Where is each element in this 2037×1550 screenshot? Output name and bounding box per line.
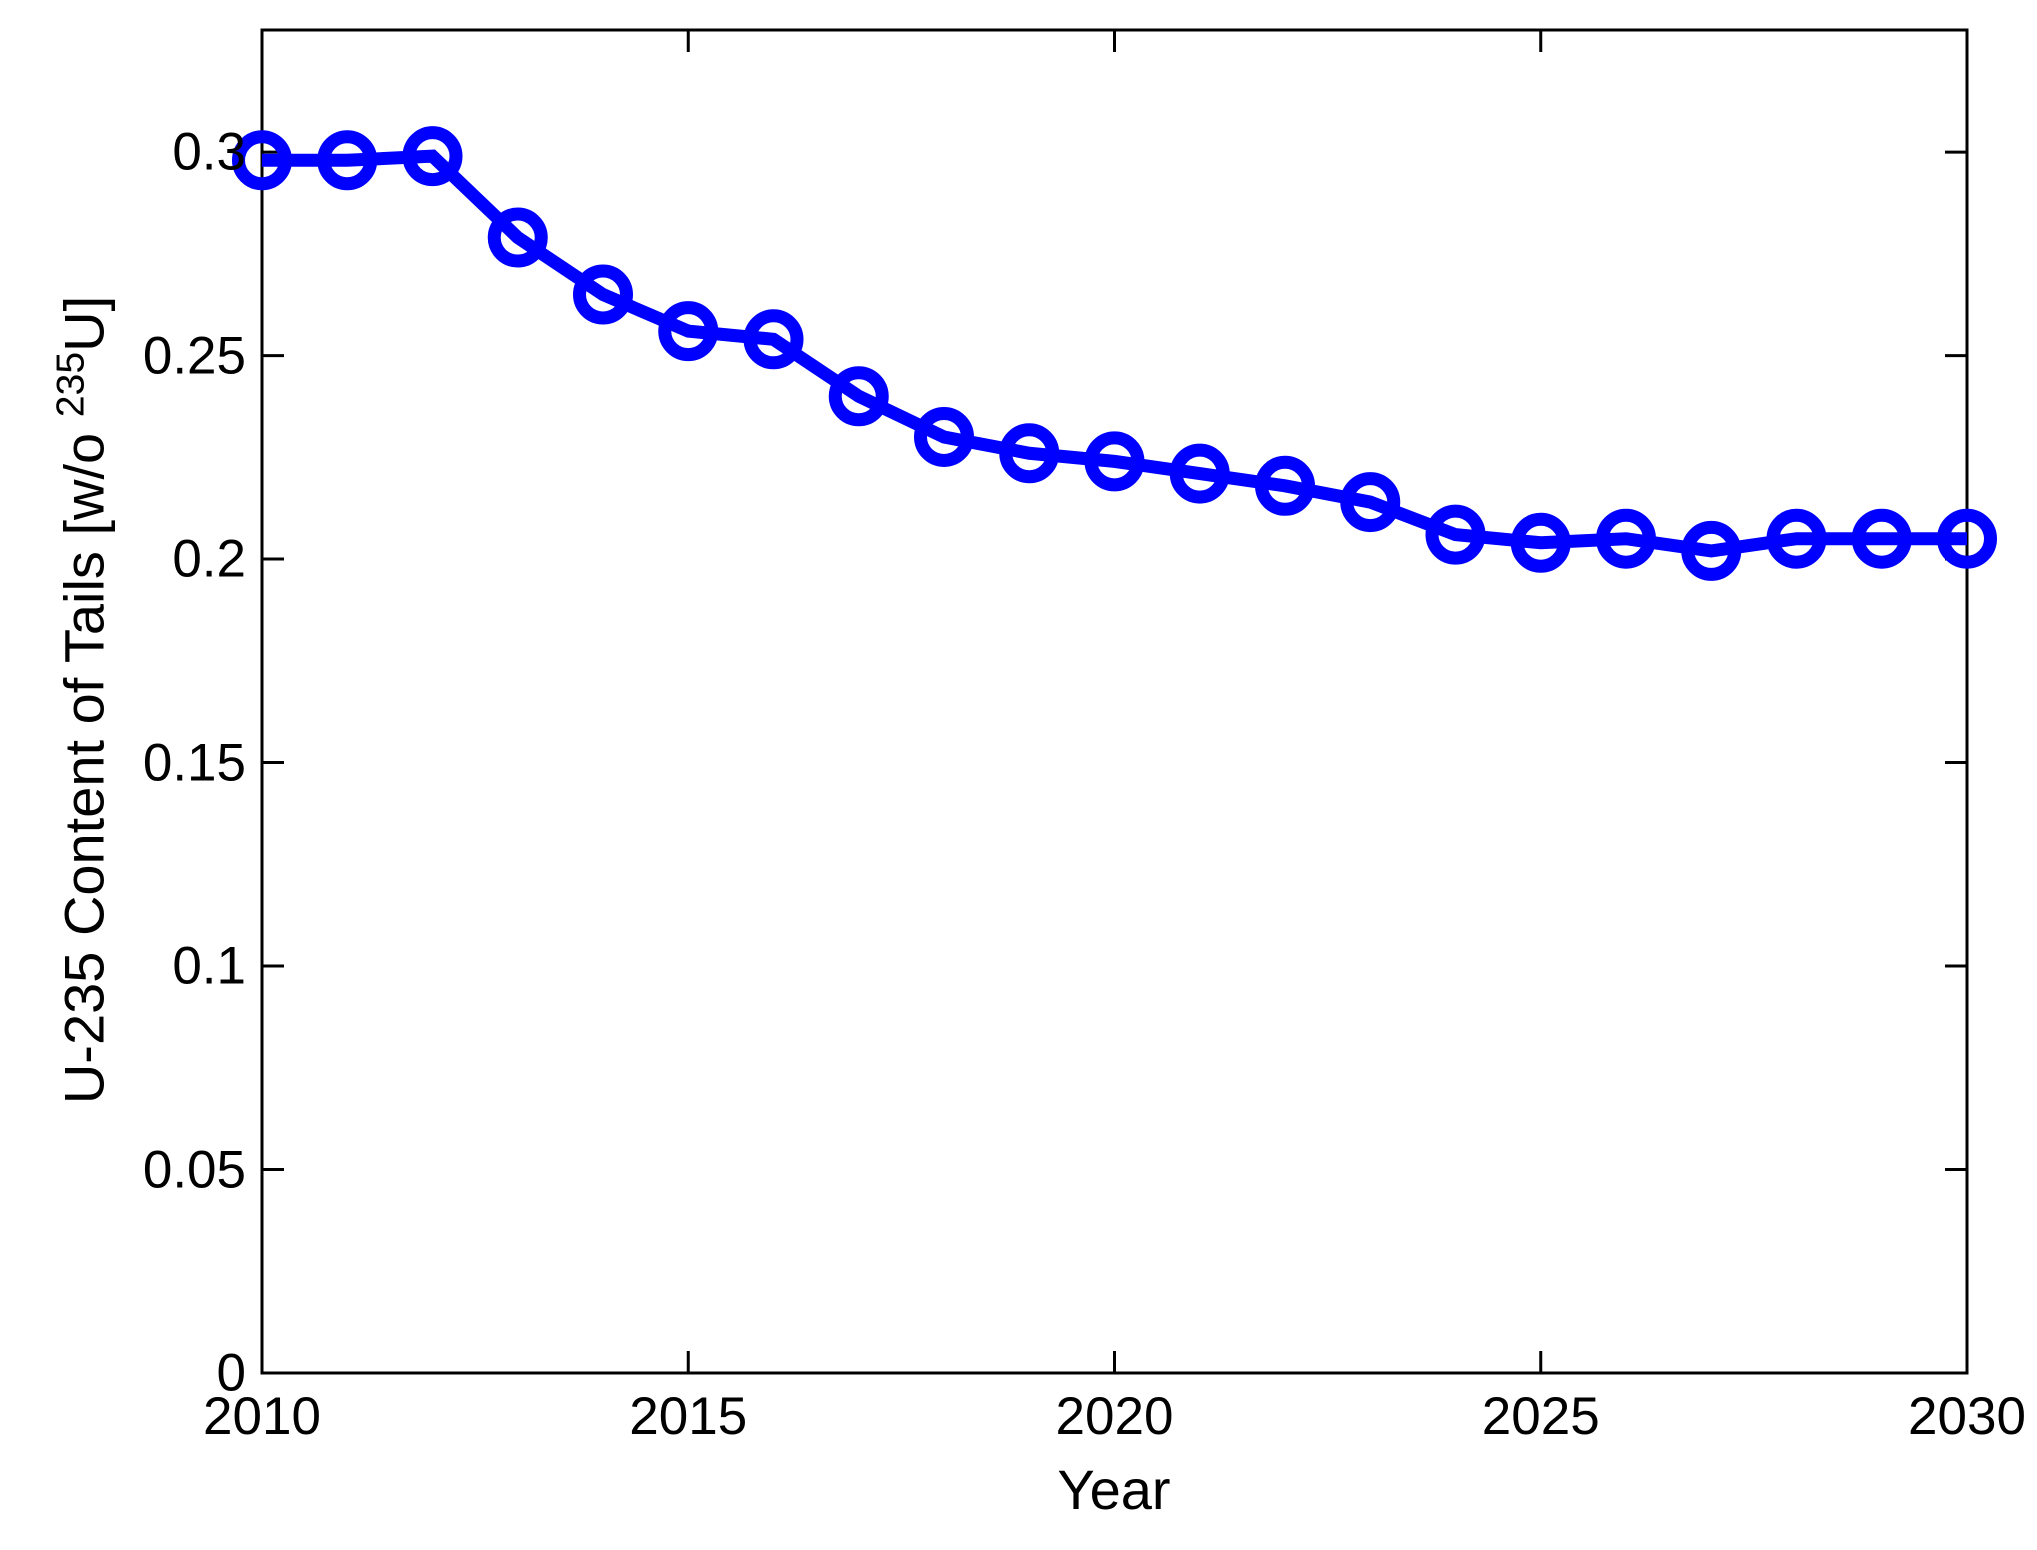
data-point-marker xyxy=(1169,443,1230,504)
data-point-marker xyxy=(1937,508,1997,569)
data-point-marker xyxy=(914,406,974,467)
x-tick-label: 2030 xyxy=(1908,1387,2026,1446)
data-point-marker xyxy=(232,130,292,191)
data-point-marker xyxy=(1681,520,1742,581)
data-point-marker xyxy=(999,423,1060,484)
y-axis-label-suffix: U] xyxy=(52,295,116,352)
data-point-marker xyxy=(1596,508,1656,569)
data-point-marker xyxy=(1340,472,1401,533)
data-point-marker xyxy=(658,301,719,362)
data-point-marker xyxy=(1510,512,1571,573)
y-tick-label: 0.05 xyxy=(142,1140,246,1199)
y-tick-label: 0.15 xyxy=(142,733,246,793)
y-tick-label: 0.2 xyxy=(172,529,246,589)
data-point-marker xyxy=(1851,508,1912,569)
y-tick-label: 0.1 xyxy=(172,936,246,996)
y-tick-label: 0 xyxy=(216,1343,246,1403)
data-point-marker xyxy=(573,264,633,325)
y-tick-label: 0.3 xyxy=(172,122,246,182)
data-point-marker xyxy=(828,366,889,427)
y-tick-label: 0.25 xyxy=(142,326,246,386)
data-point-marker xyxy=(1425,504,1486,565)
x-tick-label: 2020 xyxy=(1055,1387,1174,1446)
data-point-marker xyxy=(1255,455,1315,516)
data-point-marker xyxy=(487,207,548,268)
x-tick-label: 2015 xyxy=(629,1387,748,1446)
y-axis-label: U-235 Content of Tails [w/o 235U] xyxy=(49,295,116,1105)
data-point-marker xyxy=(1084,431,1145,492)
y-axis-label-prefix: U-235 Content of Tails [w/o xyxy=(52,417,116,1105)
data-point-marker xyxy=(743,309,804,370)
data-point-marker xyxy=(1766,508,1827,569)
data-point-marker xyxy=(402,126,463,187)
x-tick-label: 2010 xyxy=(203,1387,321,1446)
y-axis-label-superscript: 235 xyxy=(49,351,93,418)
data-point-marker xyxy=(317,130,378,191)
x-tick-label: 2025 xyxy=(1481,1387,1600,1446)
x-axis-label: Year xyxy=(1057,1458,1171,1521)
